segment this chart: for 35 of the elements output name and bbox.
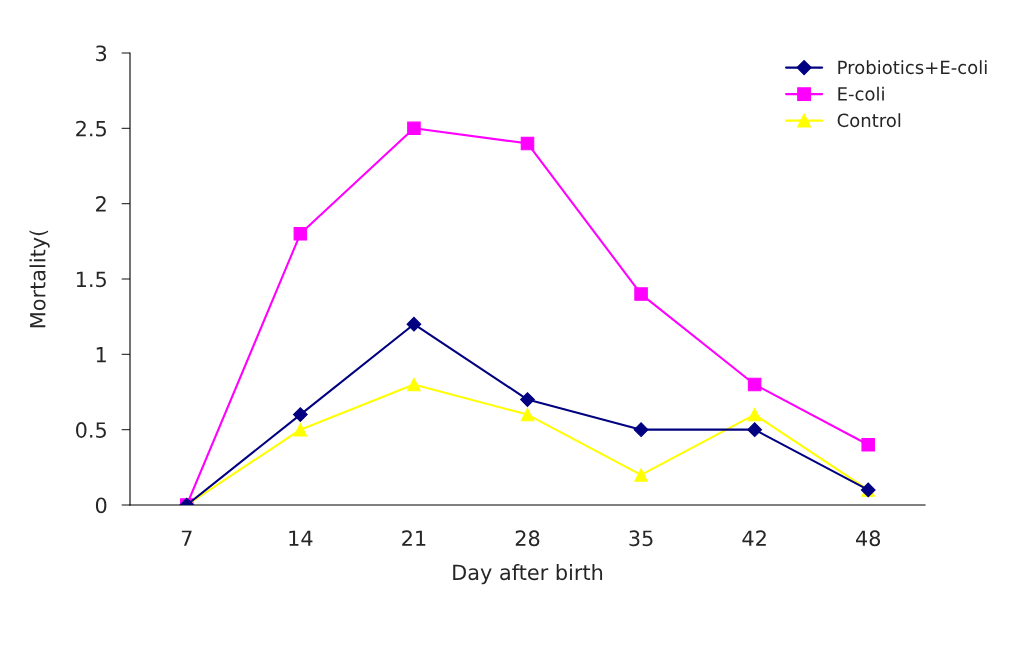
x-tick-label: 28	[515, 530, 540, 547]
point	[292, 407, 308, 422]
point	[747, 407, 762, 422]
point	[634, 287, 648, 301]
point	[407, 121, 421, 136]
point	[634, 468, 648, 482]
y-tick-label: 3	[96, 45, 107, 62]
x-tick-label: 7	[181, 530, 192, 546]
x-tick-label: 21	[402, 530, 426, 546]
point	[407, 377, 421, 392]
y-tick-label: 2.5	[76, 120, 106, 137]
y-axis-title: Mortality(	[29, 230, 50, 328]
legend-label: E-coli	[838, 86, 884, 101]
point	[520, 136, 535, 151]
y-tick-label: 0	[95, 497, 107, 514]
y-tick-label: 0.5	[76, 422, 106, 438]
y-tick-label: 1	[96, 347, 106, 363]
point	[747, 377, 762, 392]
y-tick-label: 1.5	[76, 271, 106, 288]
legend-label: Probiotics+E-coli	[838, 60, 987, 75]
legend-label: Control	[837, 113, 901, 128]
x-axis-title: Day after birth	[453, 564, 603, 585]
x-tick-label: 48	[855, 530, 881, 547]
point	[293, 227, 308, 241]
point	[633, 422, 649, 438]
x-tick-label: 42	[742, 530, 766, 546]
y-tick-label: 2	[96, 196, 106, 212]
point	[861, 437, 875, 452]
point	[747, 422, 763, 438]
x-tick-label: 35	[629, 530, 653, 547]
point	[293, 422, 308, 437]
x-tick-label: 14	[289, 530, 313, 546]
point	[406, 316, 422, 332]
point	[520, 392, 535, 407]
point	[520, 407, 535, 422]
